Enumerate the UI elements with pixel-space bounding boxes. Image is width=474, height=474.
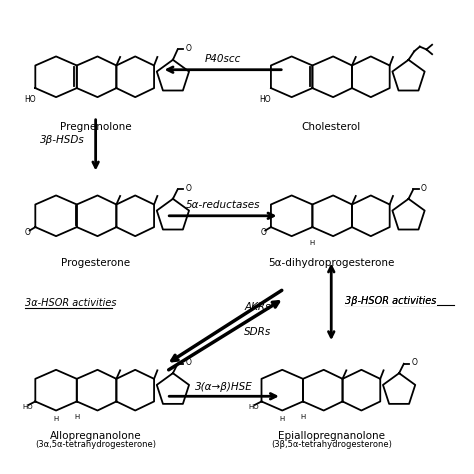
Text: 3β-HSOR activities: 3β-HSOR activities <box>346 296 437 306</box>
Text: HO: HO <box>259 95 271 104</box>
Text: H: H <box>301 414 306 420</box>
Text: (3β,5α-tetrahydrogesterone): (3β,5α-tetrahydrogesterone) <box>271 439 392 448</box>
Text: Cholesterol: Cholesterol <box>301 121 361 132</box>
Text: HO: HO <box>24 95 36 104</box>
Text: SDRs: SDRs <box>244 327 271 337</box>
Text: HO: HO <box>249 404 259 410</box>
Text: O: O <box>260 228 266 237</box>
Text: H: H <box>280 416 285 422</box>
Text: P40scc: P40scc <box>205 54 241 64</box>
Text: O: O <box>185 44 191 53</box>
Text: 3β-HSDs: 3β-HSDs <box>40 136 85 146</box>
Text: H: H <box>310 239 315 246</box>
Text: Progesterone: Progesterone <box>61 258 130 268</box>
Text: 3(α→β)HSE: 3(α→β)HSE <box>195 382 253 392</box>
Text: O: O <box>411 358 417 367</box>
Text: Epiallopregnanolone: Epiallopregnanolone <box>278 431 385 441</box>
Text: O: O <box>421 184 427 193</box>
Text: (3α,5α-tetrahydrogesterone): (3α,5α-tetrahydrogesterone) <box>35 439 156 448</box>
Text: O: O <box>185 184 191 193</box>
Text: O: O <box>25 228 31 237</box>
Text: 3β-HSOR activities: 3β-HSOR activities <box>346 296 437 306</box>
Text: Allopregnanolone: Allopregnanolone <box>50 431 141 441</box>
Text: 5α-reductases: 5α-reductases <box>186 200 260 210</box>
Text: H: H <box>74 414 80 420</box>
Text: 3α-HSOR activities: 3α-HSOR activities <box>25 298 117 308</box>
Text: 5α-dihydroprogesterone: 5α-dihydroprogesterone <box>268 258 394 268</box>
Text: H: H <box>54 416 59 422</box>
Text: AKRs: AKRs <box>244 302 271 312</box>
Text: HO: HO <box>22 404 33 410</box>
Text: Pregnenolone: Pregnenolone <box>60 121 131 132</box>
Text: O: O <box>185 358 191 367</box>
